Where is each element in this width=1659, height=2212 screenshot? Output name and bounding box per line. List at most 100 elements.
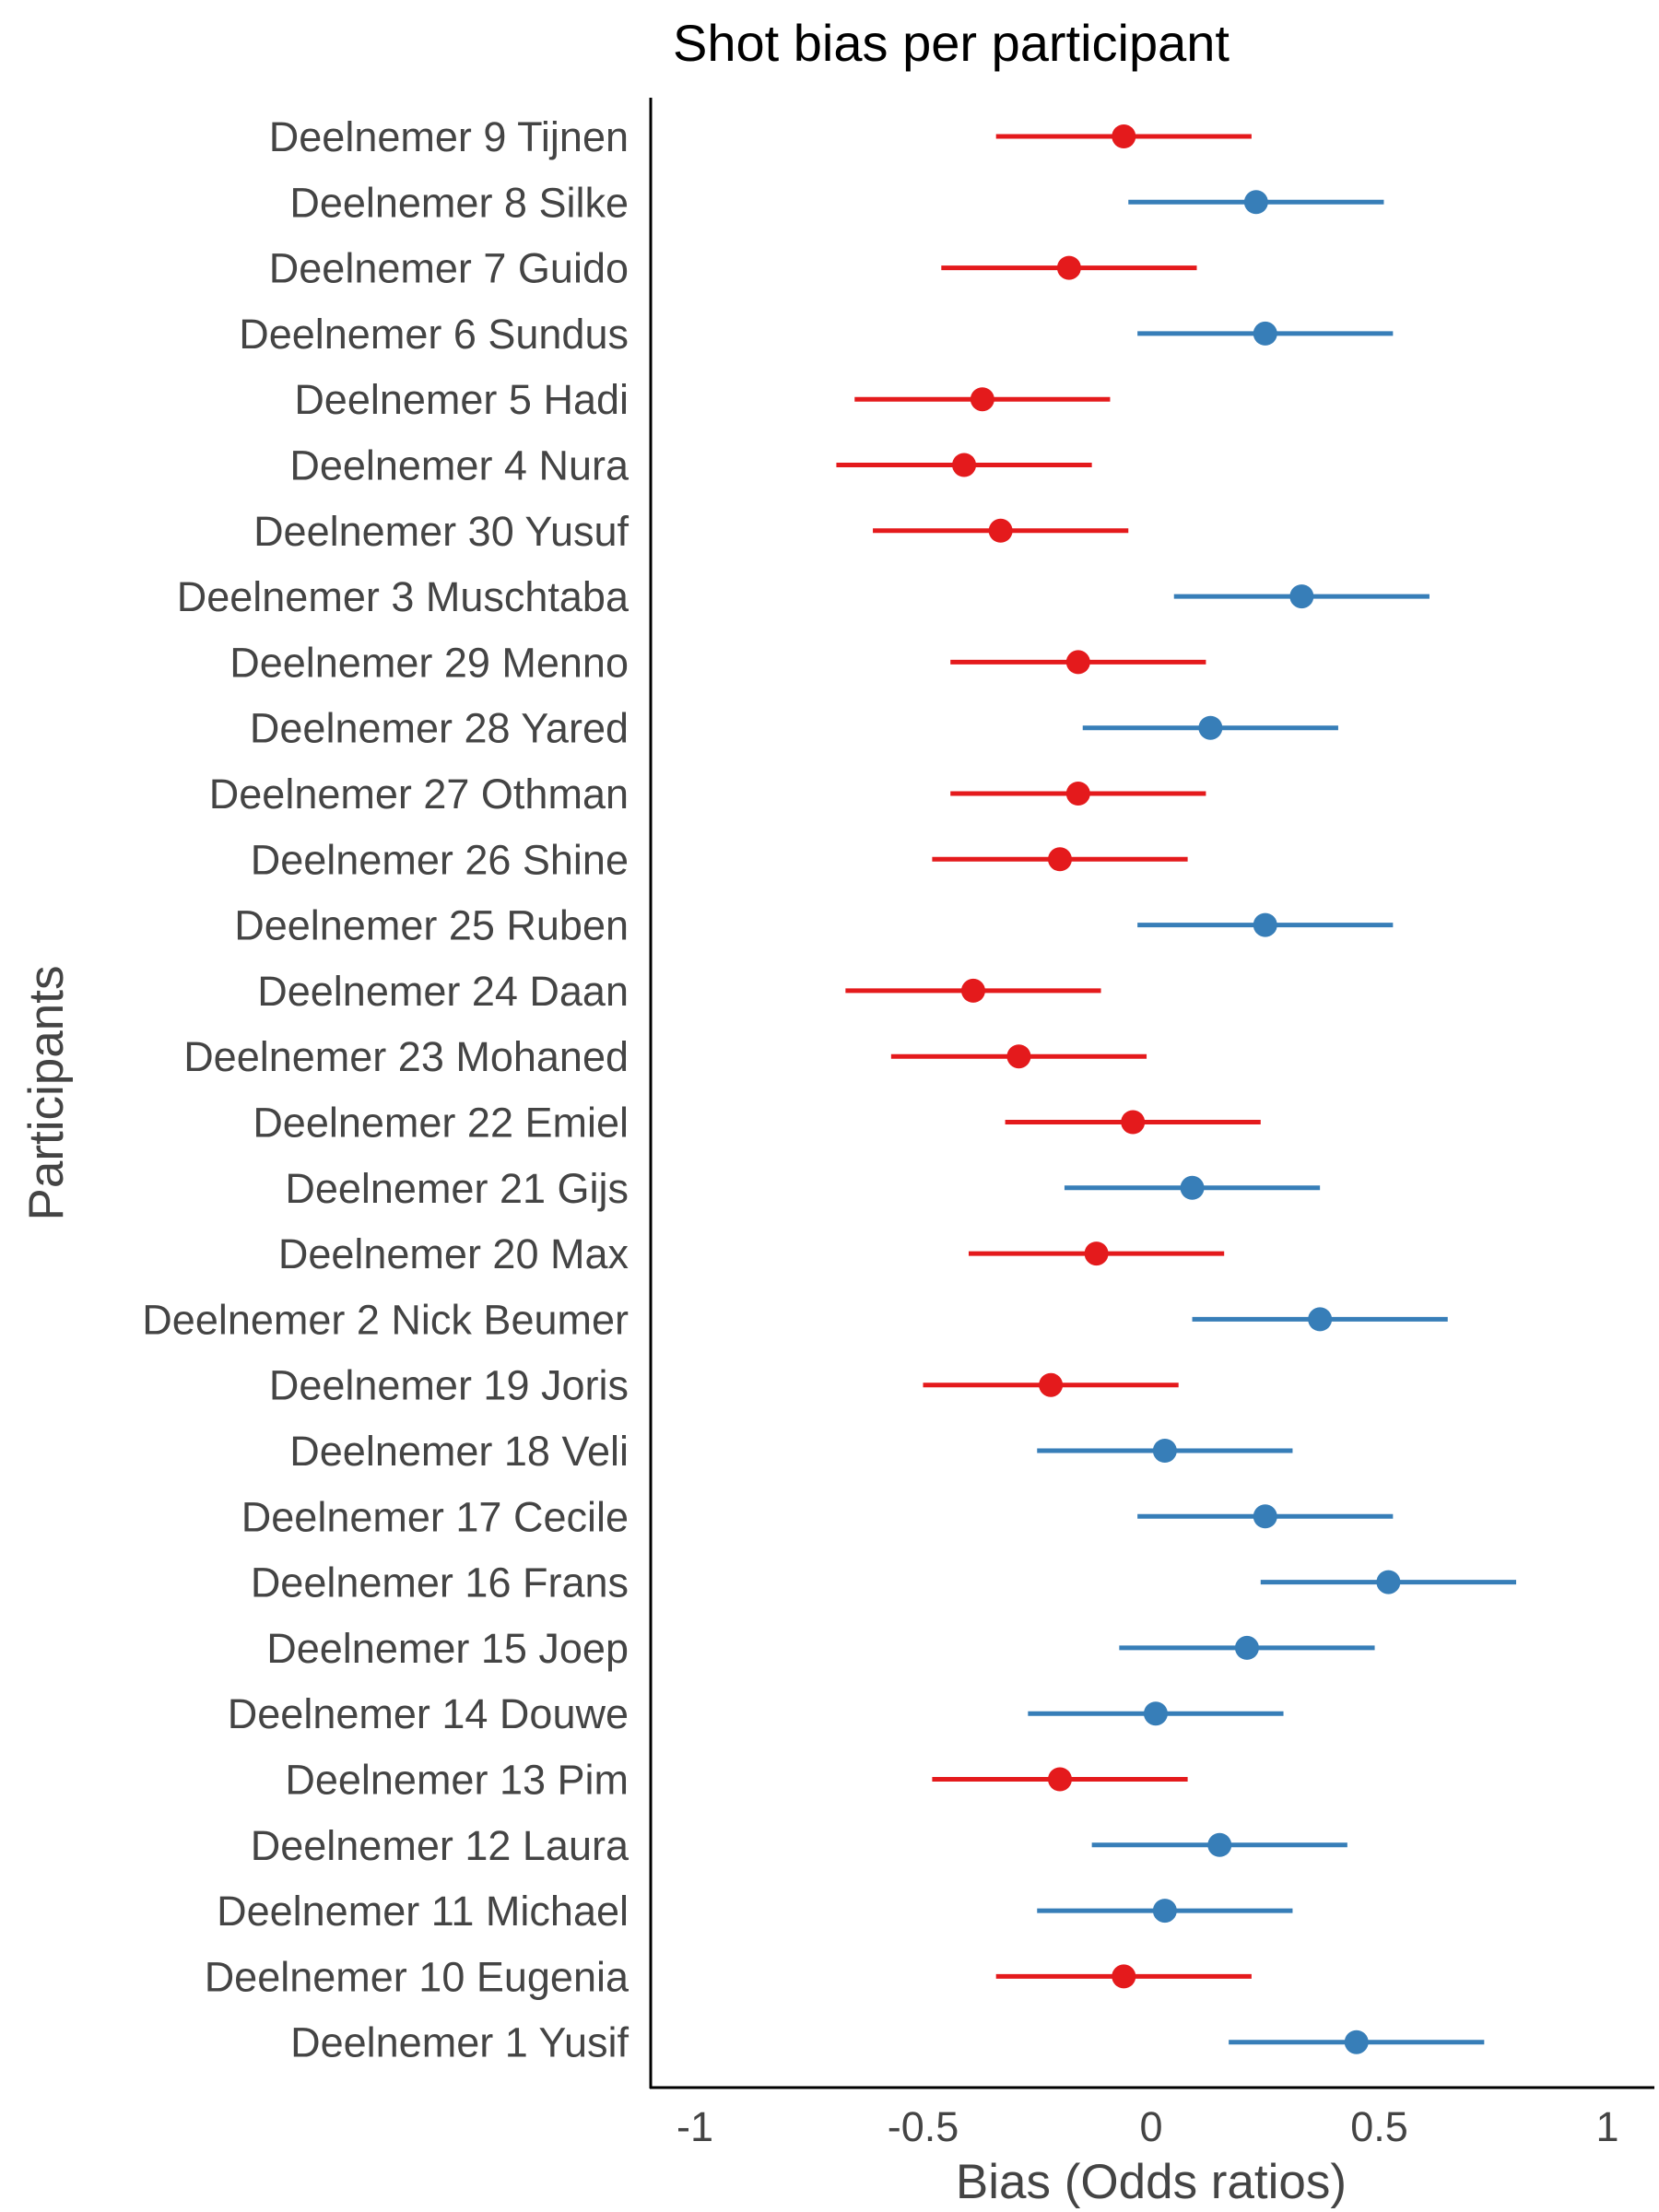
- x-axis-title: Bias (Odds ratios): [956, 2155, 1347, 2209]
- estimate-point: [1180, 1175, 1205, 1200]
- participant-row: Deelnemer 19 Joris: [269, 1362, 1179, 1409]
- participant-label: Deelnemer 3 Muschtaba: [177, 573, 629, 620]
- participant-label: Deelnemer 25 Ruben: [234, 902, 629, 949]
- participant-rows: Deelnemer 9 Tijnen Deelnemer 8 Silke Deeln…: [142, 113, 1516, 2066]
- participant-row: Deelnemer 11 Michael: [217, 1888, 1293, 1935]
- estimate-point: [1065, 782, 1090, 806]
- x-axis-ticks: -1 -0.5 0 0.5 1: [677, 2103, 1619, 2150]
- participant-label: Deelnemer 19 Joris: [269, 1362, 629, 1409]
- participant-label: Deelnemer 1 Yusif: [290, 2019, 629, 2066]
- x-tick-label: -1: [677, 2103, 713, 2150]
- participant-row: Deelnemer 28 Yared: [250, 705, 1338, 752]
- participant-row: Deelnemer 12 Laura: [251, 1822, 1347, 1869]
- participant-label: Deelnemer 27 Othman: [209, 771, 629, 818]
- participant-label: Deelnemer 21 Gijs: [285, 1165, 629, 1212]
- participant-row: Deelnemer 25 Ruben: [234, 902, 1394, 949]
- participant-row: Deelnemer 23 Mohaned: [183, 1033, 1147, 1080]
- participant-row: Deelnemer 2 Nick Beumer: [142, 1296, 1448, 1343]
- participant-label: Deelnemer 30 Yusuf: [253, 508, 629, 555]
- participant-row: Deelnemer 9 Tijnen: [269, 113, 1252, 160]
- estimate-point: [1056, 255, 1081, 280]
- participant-row: Deelnemer 20 Max: [278, 1230, 1225, 1277]
- participant-row: Deelnemer 3 Muschtaba: [177, 573, 1430, 620]
- participant-row: Deelnemer 30 Yusuf: [253, 508, 1129, 555]
- estimate-point: [1376, 1570, 1401, 1594]
- estimate-point: [1006, 1044, 1031, 1069]
- participant-label: Deelnemer 20 Max: [278, 1230, 629, 1277]
- estimate-point: [1039, 1372, 1064, 1397]
- participant-label: Deelnemer 2 Nick Beumer: [142, 1296, 629, 1343]
- participant-row: Deelnemer 10 Eugenia: [205, 1953, 1252, 2000]
- chart-title: Shot bias per participant: [673, 14, 1230, 72]
- participant-label: Deelnemer 26 Shine: [251, 836, 629, 883]
- estimate-point: [1121, 1110, 1146, 1135]
- participant-label: Deelnemer 18 Veli: [289, 1428, 629, 1475]
- participant-row: Deelnemer 8 Silke: [289, 179, 1384, 226]
- participant-label: Deelnemer 29 Menno: [229, 639, 629, 686]
- participant-row: Deelnemer 6 Sundus: [239, 311, 1394, 358]
- participant-label: Deelnemer 6 Sundus: [239, 311, 629, 358]
- participant-row: Deelnemer 26 Shine: [251, 836, 1188, 883]
- participant-row: Deelnemer 18 Veli: [289, 1428, 1293, 1475]
- participant-row: Deelnemer 5 Hadi: [294, 376, 1111, 423]
- estimate-point: [970, 387, 994, 412]
- estimate-point: [1344, 2030, 1369, 2054]
- estimate-point: [1308, 1307, 1333, 1332]
- participant-row: Deelnemer 29 Menno: [229, 639, 1206, 686]
- participant-label: Deelnemer 12 Laura: [251, 1822, 629, 1869]
- participant-row: Deelnemer 16 Frans: [251, 1559, 1516, 1606]
- estimate-point: [1234, 1635, 1259, 1660]
- participant-row: Deelnemer 15 Joep: [266, 1625, 1375, 1672]
- participant-label: Deelnemer 17 Cecile: [241, 1493, 629, 1540]
- participant-row: Deelnemer 21 Gijs: [285, 1165, 1321, 1212]
- estimate-point: [1143, 1701, 1168, 1726]
- estimate-point: [1152, 1899, 1177, 1924]
- x-tick-label: -0.5: [888, 2103, 959, 2150]
- participant-label: Deelnemer 9 Tijnen: [269, 113, 629, 160]
- participant-row: Deelnemer 7 Guido: [269, 245, 1197, 292]
- estimate-point: [1048, 847, 1072, 872]
- y-axis-title: Participants: [19, 966, 74, 1221]
- participant-label: Deelnemer 8 Silke: [289, 179, 629, 226]
- estimate-point: [1253, 1504, 1277, 1529]
- estimate-point: [1207, 1832, 1232, 1857]
- x-tick-label: 0: [1139, 2103, 1162, 2150]
- participant-label: Deelnemer 10 Eugenia: [205, 1953, 629, 2000]
- participant-label: Deelnemer 22 Emiel: [253, 1100, 629, 1147]
- x-tick-label: 0.5: [1350, 2103, 1408, 2150]
- estimate-point: [1152, 1439, 1177, 1463]
- estimate-point: [952, 453, 977, 477]
- estimate-point: [1048, 1767, 1072, 1792]
- estimate-point: [1084, 1241, 1109, 1266]
- participant-label: Deelnemer 16 Frans: [251, 1559, 629, 1606]
- estimate-point: [1198, 715, 1223, 740]
- participant-label: Deelnemer 4 Nura: [289, 442, 629, 489]
- participant-row: Deelnemer 1 Yusif: [290, 2019, 1485, 2066]
- estimate-point: [1065, 650, 1090, 675]
- estimate-point: [1112, 124, 1136, 148]
- participant-label: Deelnemer 15 Joep: [266, 1625, 629, 1672]
- participant-label: Deelnemer 23 Mohaned: [183, 1033, 629, 1080]
- estimate-point: [1112, 1964, 1136, 1989]
- estimate-point: [1289, 584, 1314, 609]
- participant-row: Deelnemer 14 Douwe: [228, 1690, 1284, 1737]
- estimate-point: [1253, 912, 1277, 937]
- participant-label: Deelnemer 14 Douwe: [228, 1690, 629, 1737]
- participant-row: Deelnemer 4 Nura: [289, 442, 1092, 489]
- estimate-point: [1253, 321, 1277, 346]
- participant-label: Deelnemer 7 Guido: [269, 245, 629, 292]
- estimate-point: [988, 518, 1013, 543]
- participant-label: Deelnemer 11 Michael: [217, 1888, 629, 1935]
- participant-label: Deelnemer 5 Hadi: [294, 376, 629, 423]
- participant-label: Deelnemer 13 Pim: [285, 1757, 629, 1804]
- participant-row: Deelnemer 24 Daan: [257, 968, 1101, 1015]
- x-tick-label: 1: [1595, 2103, 1618, 2150]
- estimate-point: [960, 978, 985, 1003]
- participant-row: Deelnemer 13 Pim: [285, 1757, 1188, 1804]
- participant-label: Deelnemer 24 Daan: [257, 968, 629, 1015]
- participant-row: Deelnemer 22 Emiel: [253, 1100, 1261, 1147]
- participant-row: Deelnemer 27 Othman: [209, 771, 1206, 818]
- estimate-point: [1243, 190, 1268, 215]
- participant-row: Deelnemer 17 Cecile: [241, 1493, 1394, 1540]
